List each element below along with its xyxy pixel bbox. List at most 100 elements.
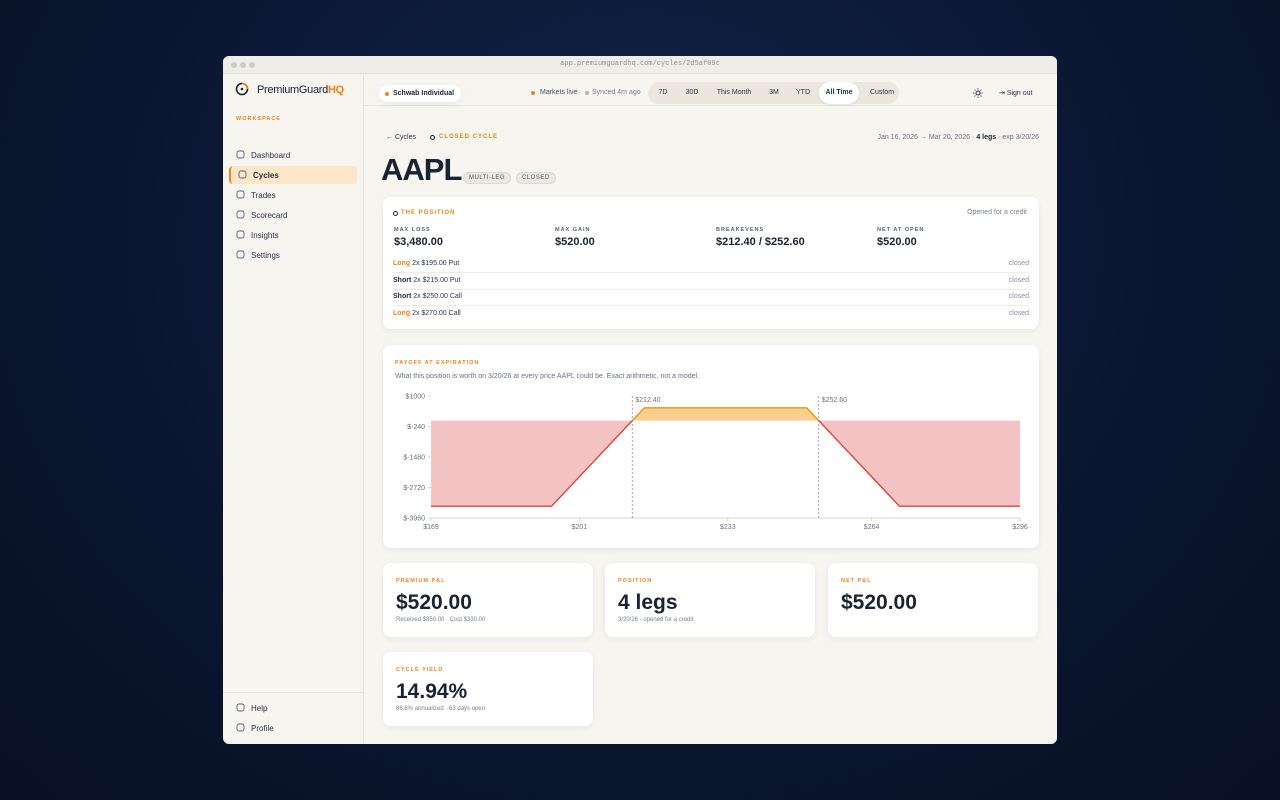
- nav-icon: [236, 723, 245, 732]
- nav-icon: [236, 230, 245, 239]
- leg-status: closed: [1008, 276, 1029, 284]
- browser-window: app.premiumguardhq.com/cycles/2d5af09c P…: [223, 56, 1057, 744]
- account-selector[interactable]: Schwab Individual: [379, 85, 461, 102]
- nav-label: Trades: [251, 191, 276, 200]
- sidebar: PremiumGuardHQ WORKSPACE Dashboard Cycles…: [223, 74, 364, 744]
- logo: [235, 82, 249, 96]
- x-tick-label: $264: [864, 524, 880, 531]
- cycle-legs: 4 legs: [976, 134, 997, 141]
- summary-value: 14.94%: [396, 680, 468, 703]
- stat-label: NET AT OPEN: [877, 227, 925, 233]
- badge: MULTI-LEG: [463, 172, 512, 184]
- nav-label: Settings: [251, 251, 280, 260]
- summary-value: $520.00: [841, 591, 917, 614]
- window-dot: [249, 62, 255, 68]
- state-dot: [430, 135, 435, 140]
- nav-label: Dashboard: [251, 151, 291, 160]
- url: app.premiumguardhq.com/cycles/2d5af09c: [560, 60, 720, 68]
- stat-label: MAX LOSS: [394, 227, 431, 233]
- range-option[interactable]: Custom: [869, 89, 895, 96]
- brand-suffix: HQ: [327, 84, 344, 96]
- summary-card: POSITION 4 legs 3/20/26 · opened for a cre…: [605, 563, 815, 637]
- payoff-line: [431, 407, 1020, 507]
- title-dot: [393, 211, 398, 216]
- range-option[interactable]: This Month: [716, 89, 752, 96]
- theme-toggle[interactable]: [973, 88, 983, 98]
- nav-icon: [236, 703, 245, 712]
- card-title: THE POSITION: [401, 210, 456, 216]
- sign-out-label: Sign out: [1006, 90, 1033, 97]
- position-card: THE POSITION Opened for a credit MAX LOS…: [383, 197, 1039, 329]
- section-label: WORKSPACE: [236, 116, 281, 122]
- payoff-area: [431, 407, 1020, 507]
- summary-label: PREMIUM P&L: [396, 578, 446, 584]
- card-title: PAYOFF AT EXPIRATION: [395, 360, 480, 366]
- y-tick-label: $-240: [407, 424, 425, 431]
- leg-side: Long: [393, 309, 411, 317]
- card-note: Opened for a credit: [967, 209, 1027, 216]
- range-option[interactable]: YTD: [796, 89, 810, 96]
- nav-item[interactable]: Dashboard: [229, 146, 357, 164]
- nav-item[interactable]: Settings: [229, 246, 357, 264]
- y-tick-label: $1000: [406, 394, 426, 401]
- status-dot: [531, 91, 535, 95]
- summary-sub: 86.6% annualized · 63 days open: [396, 706, 486, 712]
- leg-desc: 2x $250.00 Call: [413, 293, 462, 301]
- range-option[interactable]: 7D: [658, 89, 668, 96]
- divider: [364, 105, 1057, 106]
- sync-status: Synced 4m ago: [592, 89, 641, 96]
- summary-value: $520.00: [396, 591, 472, 614]
- range-option[interactable]: 3M: [769, 89, 779, 96]
- nav-item[interactable]: Scorecard: [229, 206, 357, 224]
- nav-icon: [236, 150, 245, 159]
- summary-sub: 3/20/26 · opened for a credit: [618, 617, 694, 623]
- leg-status: closed: [1008, 293, 1029, 301]
- stat-value: $520.00: [877, 236, 917, 248]
- stat-value: $212.40 / $252.60: [716, 236, 805, 248]
- cycle-state: CLOSED CYCLE: [439, 134, 499, 140]
- leg-row: Short 2x $215.00 Put closed: [393, 273, 1029, 290]
- leg-status: closed: [1008, 309, 1029, 317]
- leg-row: Short 2x $250.00 Call closed: [393, 289, 1029, 307]
- cycle-exp: · exp 3/20/26: [998, 134, 1039, 141]
- nav-label: Insights: [251, 231, 279, 240]
- stat-value: $3,480.00: [394, 236, 443, 248]
- cycle-meta: Jan 16, 2026 → Mar 20, 2026 · 4 legs · e…: [877, 134, 1039, 141]
- summary-label: NET P&L: [841, 578, 872, 584]
- stat-label: BREAKEVENS: [716, 227, 765, 233]
- x-tick-label: $169: [423, 524, 439, 531]
- back-link[interactable]: ← Cycles: [386, 134, 416, 141]
- nav-label: Help: [251, 704, 268, 713]
- sign-out[interactable]: ⇥ Sign out: [999, 90, 1033, 97]
- nav-item[interactable]: Insights: [229, 226, 357, 244]
- leg-row: Long 2x $270.00 Call closed: [393, 306, 1029, 323]
- x-tick-label: $201: [572, 524, 588, 531]
- nav-item[interactable]: Profile: [229, 719, 357, 737]
- leg-side: Short: [393, 293, 412, 301]
- window-dot: [231, 62, 237, 68]
- summary-card: NET P&L $520.00: [828, 563, 1038, 637]
- leg-desc: 2x $195.00 Put: [412, 260, 460, 267]
- brand-name: PremiumGuard: [257, 84, 328, 96]
- title-bar: app.premiumguardhq.com/cycles/2d5af09c: [223, 56, 1057, 74]
- leg-desc: 2x $215.00 Put: [413, 276, 461, 284]
- divider: [223, 692, 364, 693]
- summary-label: CYCLE YIELD: [396, 667, 444, 673]
- sync-dot: [585, 91, 589, 95]
- nav-item[interactable]: Cycles: [229, 166, 357, 184]
- card-subtitle: What this position is worth on 3/20/26 a…: [395, 373, 700, 380]
- nav-item[interactable]: Trades: [229, 186, 357, 204]
- leg-side: Long: [393, 260, 411, 267]
- nav-label: Profile: [251, 724, 274, 733]
- nav-icon: [236, 250, 245, 259]
- account-name: Schwab Individual: [393, 90, 455, 97]
- nav-label: Cycles: [253, 171, 279, 180]
- brand[interactable]: PremiumGuardHQ: [257, 84, 344, 96]
- nav-item[interactable]: Help: [229, 699, 357, 717]
- leg-row: Long 2x $195.00 Put closed: [393, 256, 1029, 273]
- nav-icon: [238, 170, 247, 179]
- range-option[interactable]: All Time: [819, 82, 859, 104]
- range-option[interactable]: 30D: [685, 89, 699, 96]
- breakeven-label: $252.60: [822, 397, 847, 404]
